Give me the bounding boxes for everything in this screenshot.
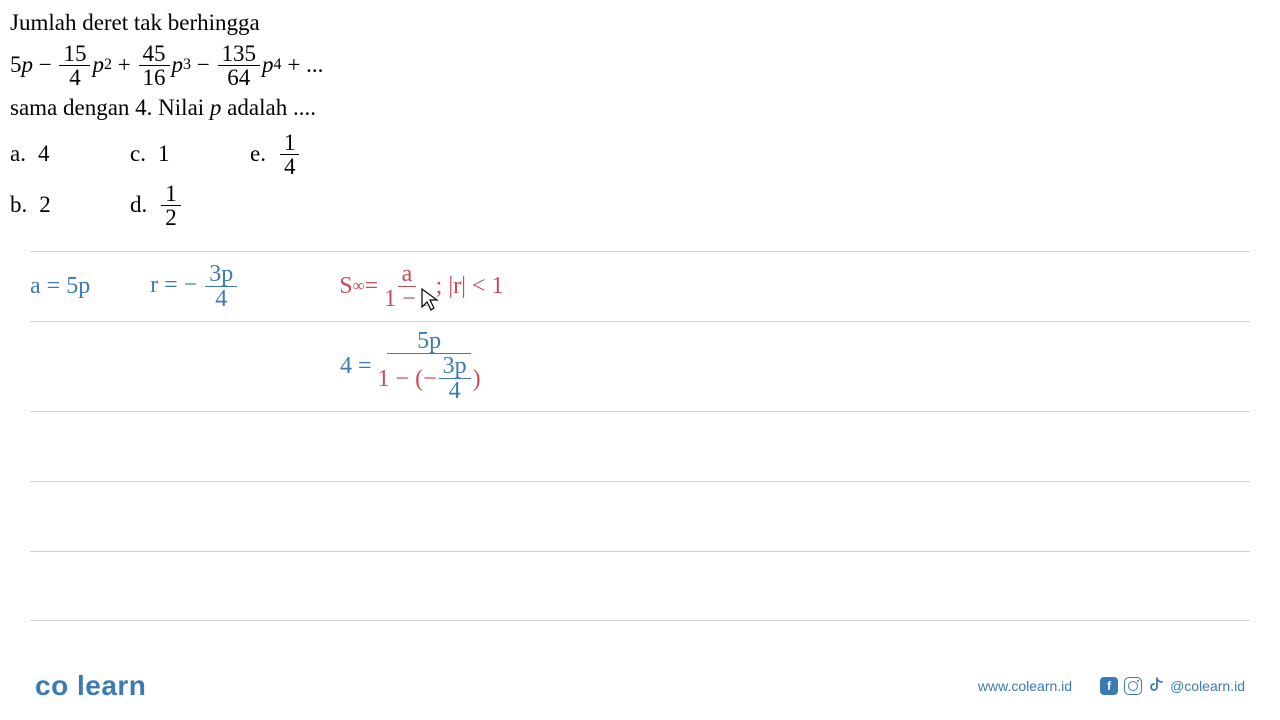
social-icons: f @colearn.id — [1100, 677, 1245, 695]
footer: co learn www.colearn.id f @colearn.id — [0, 670, 1280, 702]
option-d: d. 1 2 — [130, 182, 210, 229]
eq3-fraction: 5p 1 − (− 3p 4 ) — [374, 329, 485, 403]
series-expression: 5 p − 15 4 p2 + 45 16 p3 − 135 64 p4 + .… — [10, 42, 1270, 89]
work-row-2: 4 = 5p 1 − (− 3p 4 ) — [30, 321, 1250, 411]
eq-a: a = 5p — [30, 273, 90, 300]
eq-r: r = − 3p 4 — [150, 262, 239, 311]
option-c: c. 1 — [130, 139, 210, 169]
facebook-icon: f — [1100, 677, 1118, 695]
work-row-4 — [30, 481, 1250, 551]
footer-url: www.colearn.id — [978, 678, 1072, 694]
option-e: e. 1 4 — [250, 131, 330, 178]
footer-handle: @colearn.id — [1170, 678, 1245, 694]
work-area: a = 5p r = − 3p 4 S∞ = a 1 − r ; |r| < 1… — [30, 251, 1250, 621]
tiktok-icon — [1148, 677, 1164, 695]
formula-sinf: S∞ = a 1 − r ; |r| < 1 — [339, 262, 503, 311]
question-line2: sama dengan 4. Nilai p adalah .... — [10, 93, 1270, 123]
option-a: a. 4 — [10, 139, 90, 169]
logo-dot-icon — [69, 670, 77, 701]
logo: co learn — [35, 670, 146, 702]
question-title: Jumlah deret tak berhingga — [10, 8, 1270, 38]
work-row-5 — [30, 551, 1250, 621]
option-b: b. 2 — [10, 190, 90, 220]
work-row-3 — [30, 411, 1250, 481]
question-block: Jumlah deret tak berhingga 5 p − 15 4 p2… — [0, 0, 1280, 231]
work-row-1: a = 5p r = − 3p 4 S∞ = a 1 − r ; |r| < 1 — [30, 251, 1250, 321]
instagram-icon — [1124, 677, 1142, 695]
options: a. 4 c. 1 e. 1 4 b. 2 d. — [10, 129, 1270, 231]
